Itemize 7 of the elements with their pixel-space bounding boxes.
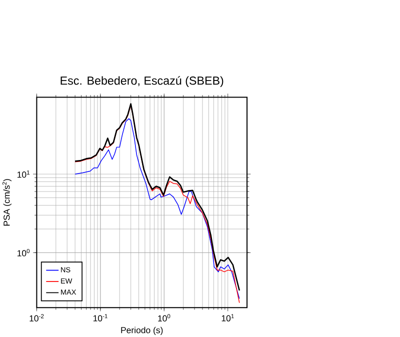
x-axis-title: Periodo (s)	[121, 326, 163, 335]
chart-title: Esc. Bebedero, Escazú (SBEB)	[60, 76, 224, 87]
x-tick-label: 10$^{-1}$	[93, 314, 108, 322]
x-tick-label: 10$^{1}$	[222, 314, 234, 322]
x-tick-label: 10$^{0}$	[158, 314, 170, 322]
x-tick-label: 10$^{-2}$	[30, 314, 44, 322]
y-axis-title: PSA (cm/s$^{2}$)	[2, 178, 12, 226]
